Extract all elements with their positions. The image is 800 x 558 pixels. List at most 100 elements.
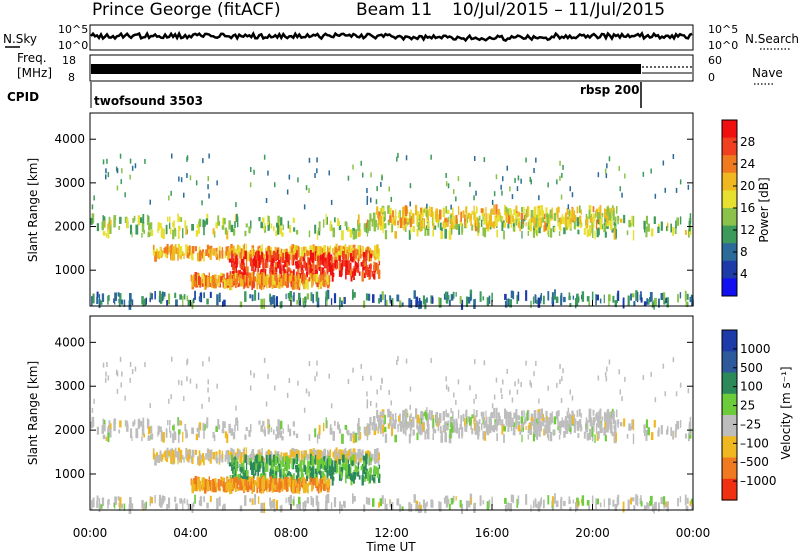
velocity-point [506,368,508,374]
velocity-point [415,408,418,419]
power-point [562,164,564,170]
power-point [179,217,183,222]
power-point [305,302,307,307]
velocity-point [265,480,268,491]
velocity-point [563,431,566,438]
power-point [391,224,394,233]
power-point [361,271,364,282]
power-point [130,224,133,235]
power-point [286,268,289,276]
velocity-point [270,500,274,509]
velocity-point [278,454,281,463]
power-point [190,274,193,282]
velocity-point [378,452,380,460]
power-point [585,213,588,221]
velocity-point [209,495,212,502]
velocity-point [376,448,379,458]
power-point [389,295,392,304]
velocity-point [585,417,588,424]
velocity-point [615,432,617,442]
velocity-point [337,455,339,465]
velocity-point [597,375,600,381]
power-point [452,222,454,230]
power-point [604,208,606,219]
velocity-point [255,461,258,470]
power-point [515,212,518,220]
freq-right-tick-top: 60 [708,54,722,67]
velocity-point [613,425,617,430]
velocity-point [597,431,600,439]
power-point [572,211,574,221]
power-point [169,227,172,235]
power-point [124,192,126,198]
velocity-point [533,419,536,426]
power-point [471,224,474,231]
power-point [281,232,284,237]
velocity-point [420,418,423,424]
velocity-point [396,360,398,365]
velocity-point [413,494,416,503]
power-point [325,296,327,307]
power-point [526,207,529,218]
power-point [488,295,491,304]
power-point [352,164,354,170]
velocity-point [264,458,266,463]
velocity-point [537,501,541,512]
power-point [164,252,168,257]
velocity-point [569,506,572,511]
power-point [290,280,293,287]
velocity-point [435,418,438,426]
velocity-point [119,420,122,428]
velocity-point [283,452,286,462]
velocity-point [300,450,303,458]
y-tick-label: 4000 [54,335,85,349]
power-point [282,268,285,273]
power-point [191,299,194,309]
velocity-point [101,425,104,434]
power-point [280,217,283,226]
power-point [363,300,366,308]
power-point [568,295,571,301]
velocity-point [128,504,132,514]
velocity-point [256,476,260,488]
velocity-point [119,356,122,362]
velocity-point [457,409,460,419]
velocity-point [366,423,369,432]
power-point [359,228,362,236]
power-point [209,246,211,254]
power-point [261,244,263,255]
velocity-point [567,407,570,413]
velocity-point [446,413,450,418]
velocity-point [649,495,653,506]
power-point [254,290,257,301]
power-point [198,251,202,261]
velocity-point [235,405,237,411]
power-point [287,253,289,264]
velocity-point [332,431,335,441]
velocity-point [529,380,531,386]
power-point [288,275,291,284]
power-point [501,215,504,222]
velocity-point [298,482,301,491]
power-point [576,206,579,214]
velocity-point [657,430,660,437]
power-point [345,254,348,264]
power-point [533,206,537,218]
power-point [222,277,225,284]
velocity-point [613,432,616,444]
velocity-point [223,483,226,492]
power-point [208,249,210,254]
power-point [686,293,689,300]
velocity-point [660,425,663,435]
velocity-point [121,371,123,377]
velocity-point [409,404,411,410]
power-point [512,291,515,300]
velocity-point [331,460,334,471]
velocity-point [640,501,643,507]
velocity-point [341,433,344,444]
velocity-point [108,420,111,428]
power-point [338,225,342,231]
power-point [265,198,268,203]
power-point [453,189,455,195]
velocity-point [535,360,537,366]
